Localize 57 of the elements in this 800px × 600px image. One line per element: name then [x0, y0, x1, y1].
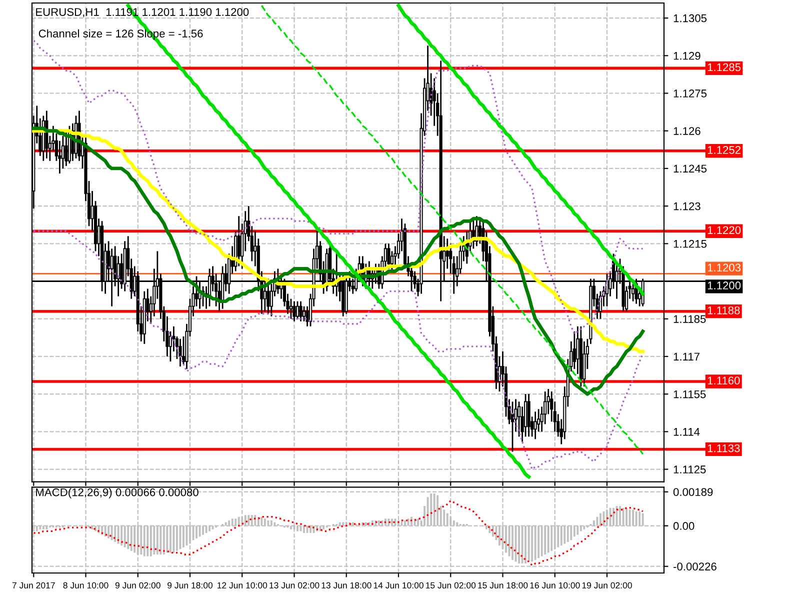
candlestick	[292, 300, 296, 322]
y-tick-label: 1.1245	[674, 164, 707, 173]
x-tick-label: 13 Jun 18:00	[322, 582, 372, 588]
candlestick	[237, 215, 240, 267]
x-tick-label: 8 Jun 10:00	[63, 582, 108, 588]
ref-line-label: 1.1200	[708, 282, 741, 290]
x-tick-label: 14 Jun 10:00	[374, 582, 424, 588]
y-tick-label: 1.1185	[674, 315, 706, 323]
candlestick	[168, 330, 172, 362]
line-series	[32, 40, 644, 335]
x-tick-label: 15 Jun 02:00	[426, 582, 476, 588]
x-tick-label: 13 Jun 02:00	[270, 582, 320, 588]
chart-title: MACD(12,26,9) 0.00066 0.00080	[36, 488, 198, 498]
y-tick-label: 0.00189	[673, 488, 713, 496]
y-tick-label: 1.123	[674, 202, 700, 210]
line-series	[260, 4, 644, 456]
candlestick	[517, 400, 521, 438]
x-tick-label: 16 Jun 10:00	[530, 582, 580, 588]
candlestick	[387, 242, 390, 270]
candlestick	[266, 278, 270, 315]
y-tick-label: 1.1155	[674, 390, 706, 398]
y-tick-label: 1.1305	[674, 14, 707, 22]
x-tick-label: 19 Jun 02:00	[582, 582, 632, 588]
candlestick	[299, 300, 302, 322]
candlestick	[572, 330, 576, 370]
x-tick-label: 9 Jun 02:00	[115, 582, 160, 588]
ref-line-label: 1.1160	[708, 376, 740, 385]
ref-line-label: 1.1285	[708, 63, 741, 72]
y-tick-label: 1.1275	[674, 90, 707, 98]
ref-line-label: 1.1252	[708, 146, 740, 154]
ref-line-label: 1.1133	[708, 444, 740, 452]
y-tick-label: 1.1125	[674, 466, 706, 474]
x-tick-label: 12 Jun 10:00	[217, 582, 268, 588]
y-tick-label: -0.00226	[674, 562, 716, 570]
candlestick	[64, 130, 68, 167]
line-series	[32, 500, 644, 566]
candlestick	[534, 410, 537, 440]
x-tick-label: 7 Jun 2017	[12, 582, 55, 588]
candlestick	[61, 135, 64, 170]
x-tick-label: 9 Jun 18:00	[168, 582, 213, 588]
candlestick	[178, 338, 182, 368]
ref-line-label: 1.1188	[708, 306, 740, 314]
y-tick-label: 1.114	[674, 428, 700, 436]
candlestick	[632, 283, 635, 302]
x-tick-label: 15 Jun 18:00	[478, 582, 528, 588]
y-tick-label: 1.129	[674, 52, 700, 60]
y-tick-label: 1.117	[674, 352, 700, 360]
y-tick-label: 0.00	[673, 522, 694, 530]
candlestick	[390, 250, 394, 272]
ref-line-label: 1.1220	[708, 226, 741, 234]
y-tick-label: 1.1215	[674, 240, 707, 248]
candlestick	[302, 306, 306, 322]
ref-line-label: 1.1203	[708, 264, 741, 272]
line-series	[32, 230, 644, 470]
y-tick-label: 1.126	[674, 127, 700, 135]
candlestick	[289, 298, 293, 320]
candlestick	[296, 300, 300, 320]
